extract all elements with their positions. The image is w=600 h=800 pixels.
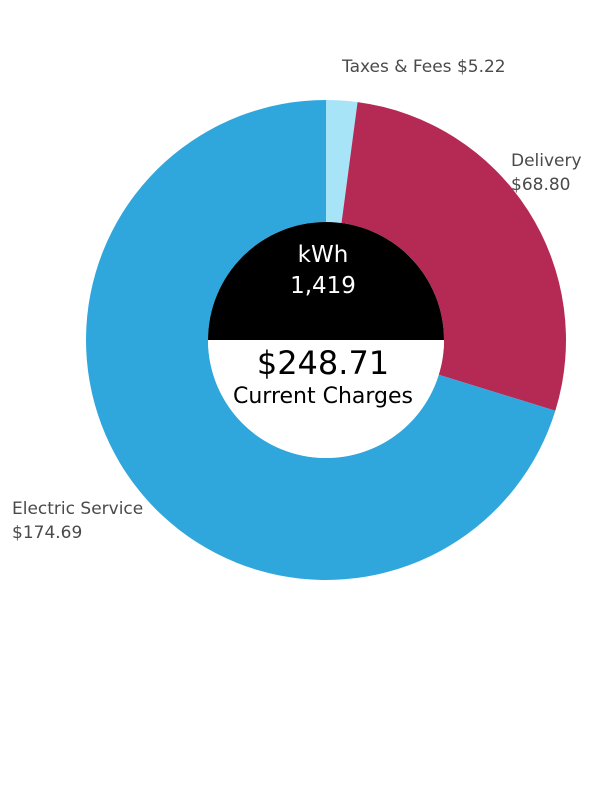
usage-readout: kWh 1,419	[213, 240, 433, 302]
total-charges-caption: Current Charges	[232, 384, 414, 409]
slice-label-taxes-fees-name: Taxes & Fees	[342, 57, 452, 77]
donut-slices	[86, 100, 567, 580]
slice-taxes-fees	[326, 100, 358, 224]
usage-unit-label: kWh	[297, 242, 349, 268]
center-bottom-semicircle	[208, 340, 444, 458]
slice-electric-service	[86, 100, 556, 580]
charges-readout: $248.71 Current Charges	[213, 343, 433, 411]
center-top-semicircle	[208, 222, 444, 340]
slice-label-electric-service: Electric Service $174.69	[12, 497, 143, 545]
slice-label-taxes-fees-text: Taxes & Fees $5.22	[342, 55, 506, 79]
usage-value: 1,419	[290, 273, 356, 299]
slice-label-taxes-fees: Taxes & Fees $5.22	[342, 55, 506, 79]
slice-delivery	[341, 102, 567, 411]
slice-label-delivery-name: Delivery	[511, 151, 582, 171]
slice-label-taxes-fees-value: $5.22	[456, 57, 506, 77]
slice-label-electric-service-name: Electric Service	[12, 499, 144, 519]
slice-label-electric-service-value: $174.69	[12, 523, 83, 543]
slice-label-delivery: Delivery $68.80	[511, 149, 582, 197]
total-charges-amount: $248.71	[256, 344, 390, 382]
slice-label-delivery-value: $68.80	[511, 175, 571, 195]
